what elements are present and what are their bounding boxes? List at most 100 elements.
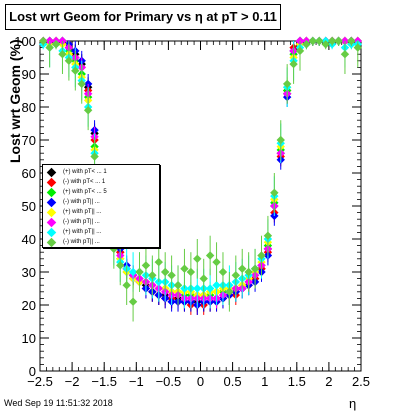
data-point [154, 277, 163, 287]
x-tick-label: −1 [129, 374, 144, 389]
data-point [173, 281, 183, 290]
legend-label: (+) with pT< ... 5 [63, 189, 107, 195]
data-point [205, 284, 215, 293]
data-point [148, 271, 157, 280]
data-point [205, 251, 215, 260]
legend-item: (+) with pT|| ... [46, 227, 102, 237]
legend-item: (-) with pT|| ... [46, 217, 100, 227]
x-axis-label: η [349, 396, 357, 411]
data-point [321, 40, 330, 49]
legend-item: (-) with pT|| ... [46, 237, 100, 247]
data-point [238, 264, 247, 273]
legend-label: (-) with pT|| ... [63, 239, 100, 245]
data-point [58, 50, 67, 59]
x-tick-label: 1.5 [288, 374, 306, 389]
data-point [39, 36, 48, 46]
data-point [141, 261, 151, 270]
data-point [77, 79, 86, 89]
data-point [128, 267, 138, 277]
x-tick-label: 2.5 [352, 374, 370, 389]
chart-title: Lost wrt Geom for Primary vs η at pT > 0… [9, 9, 277, 24]
data-point [135, 267, 144, 277]
y-tick-label: 60 [22, 166, 36, 181]
data-point [302, 40, 311, 49]
data-point [257, 251, 266, 260]
y-tick-label: 50 [22, 199, 36, 214]
y-tick-label: 40 [22, 232, 36, 247]
data-point [263, 231, 273, 240]
data-point [193, 254, 202, 263]
data-point [199, 274, 208, 283]
data-point [276, 135, 285, 145]
legend-item: (+) with pT< ... 1 [46, 167, 107, 177]
x-tick-label: 0.5 [224, 374, 242, 389]
x-tick-label: 0 [197, 374, 204, 389]
data-point [186, 267, 196, 277]
data-point [154, 257, 163, 267]
legend-label: (-) with pT|| ... [63, 199, 100, 205]
data-point [327, 36, 337, 46]
legend-item: (-) with pT< ... 1 [46, 177, 106, 187]
data-point [116, 261, 125, 270]
data-point [45, 43, 54, 52]
x-tick-label: −0.5 [156, 374, 182, 389]
data-point [225, 287, 234, 296]
data-point [231, 271, 241, 280]
x-tick-label: −2.5 [27, 374, 53, 389]
data-point [334, 36, 343, 46]
y-tick-label: 70 [22, 133, 36, 148]
x-tick-label: −2 [65, 374, 80, 389]
data-point [128, 297, 138, 306]
legend-marker-icon [46, 217, 57, 227]
y-tick-label: 30 [22, 265, 36, 280]
y-tick-label: 80 [22, 100, 36, 115]
legend-marker-icon [46, 227, 57, 237]
timestamp: Wed Sep 19 11:51:32 2018 [4, 398, 113, 408]
data-point [340, 50, 350, 59]
legend-item: (+) with pT< ... 5 [46, 187, 107, 197]
data-point [160, 267, 170, 277]
legend-marker-icon [46, 197, 57, 207]
data-point [212, 257, 221, 267]
data-point [289, 59, 298, 69]
data-point [244, 267, 253, 277]
legend-item: (+) with pT|| ... [46, 207, 101, 217]
data-point [83, 106, 93, 115]
x-tick-label: −1.5 [91, 374, 117, 389]
y-tick-label: 10 [22, 331, 36, 346]
data-point [282, 79, 292, 89]
data-point [250, 264, 260, 273]
legend-label: (+) with pT|| ... [63, 229, 102, 235]
data-point [218, 267, 228, 277]
y-tick-label: 20 [22, 298, 36, 313]
data-point [180, 264, 189, 273]
data-point [270, 188, 279, 197]
data-point [64, 56, 74, 65]
legend-label: (-) with pT< ... 1 [63, 179, 106, 185]
data-point [353, 43, 362, 52]
chart-title-box: Lost wrt Geom for Primary vs η at pT > 0… [5, 4, 281, 30]
legend-marker-icon [46, 167, 57, 177]
data-point [193, 284, 202, 293]
data-point [51, 40, 61, 49]
y-axis-label: Lost wrt Geom (%) [7, 39, 23, 163]
x-tick-label: 1 [261, 374, 268, 389]
legend-marker-icon [46, 207, 57, 217]
data-point [308, 36, 318, 46]
legend: (+) with pT< ... 1 (-) with pT< ... 1 (+… [42, 164, 160, 248]
data-point [122, 281, 131, 290]
y-tick-label: 100 [14, 34, 36, 49]
data-point [71, 66, 80, 75]
data-point [295, 46, 305, 56]
data-point [90, 152, 99, 161]
data-point [83, 79, 93, 89]
legend-marker-icon [46, 177, 57, 187]
legend-item: (-) with pT|| ... [46, 197, 100, 207]
data-point [167, 271, 176, 280]
y-tick-label: 90 [22, 67, 36, 82]
data-point [212, 281, 221, 290]
legend-label: (+) with pT< ... 1 [63, 169, 107, 175]
data-point [315, 36, 324, 46]
x-tick-label: 2 [325, 374, 332, 389]
data-point [347, 36, 356, 46]
